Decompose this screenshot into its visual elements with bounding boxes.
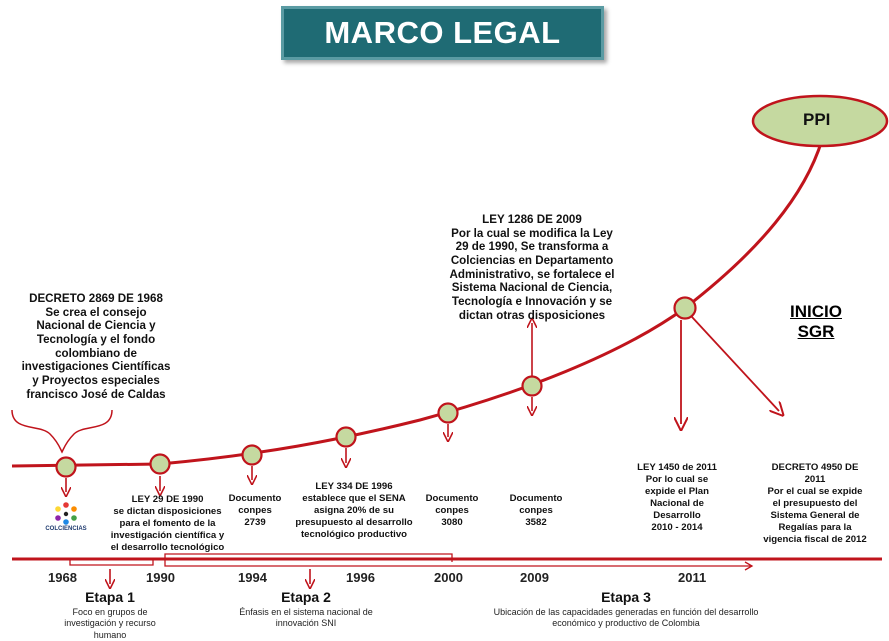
conpes-3582-text: Documento conpes 3582 xyxy=(509,493,563,528)
year-2011: 2011 xyxy=(678,570,707,585)
etapa-3-desc: Ubicación de las capacidades generadas e… xyxy=(493,607,759,629)
etapa-3-label: Etapa 3 xyxy=(601,589,651,605)
node-2011-arrow-diag xyxy=(691,316,779,411)
etapa-2-bracket xyxy=(164,553,453,562)
page-title: MARCO LEGAL xyxy=(324,15,561,50)
node-2009 xyxy=(521,375,543,397)
node-1968 xyxy=(55,456,77,478)
node-1996 xyxy=(335,426,357,448)
etapa-3-bracket xyxy=(164,562,752,567)
colciencias-logo-text: COLCIENCIAS xyxy=(45,526,87,532)
decreto-1968-brace xyxy=(11,409,113,454)
ppi-label: PPI xyxy=(803,110,831,129)
decreto-4950-2011-text: DECRETO 4950 DE 2011 Por el cual se expi… xyxy=(763,462,867,545)
node-2011 xyxy=(673,296,697,320)
etapa-1-desc: Foco en grupos de investigación y recurs… xyxy=(64,607,156,640)
node-1990 xyxy=(149,453,171,475)
year-1996: 1996 xyxy=(346,570,375,585)
node-1994 xyxy=(241,444,263,466)
year-1990: 1990 xyxy=(146,570,175,585)
etapa-2-desc: Énfasis en el sistema nacional de innova… xyxy=(239,607,373,629)
conpes-3080-text: Documento conpes 3080 xyxy=(425,493,479,528)
year-1968: 1968 xyxy=(48,570,77,585)
etapa-2-label: Etapa 2 xyxy=(281,589,331,605)
year-2000: 2000 xyxy=(434,570,463,585)
colciencias-logo-icon xyxy=(55,502,77,525)
etapa-1-label: Etapa 1 xyxy=(85,589,135,605)
ley-29-1990-text: LEY 29 DE 1990 se dictan disposiciones p… xyxy=(110,494,225,553)
decreto-1968-text: DECRETO 2869 DE 1968 Se crea el consejo … xyxy=(21,292,171,401)
timeline-curve xyxy=(11,139,824,468)
etapa-1-bracket xyxy=(69,559,154,566)
year-1994: 1994 xyxy=(238,570,267,585)
title-banner: MARCO LEGAL xyxy=(281,6,604,60)
ley-1450-2011-text: LEY 1450 de 2011 Por lo cual se expide e… xyxy=(637,462,717,533)
etapa-3-arrowtip xyxy=(744,561,754,571)
ppi-ellipse xyxy=(751,94,889,148)
ley-334-1996-text: LEY 334 DE 1996 establece que el SENA as… xyxy=(295,481,413,540)
conpes-2739-text: Documento conpes 2739 xyxy=(228,493,282,528)
node-2000 xyxy=(437,402,459,424)
ley-1286-2009-text: LEY 1286 DE 2009 Por la cual se modifica… xyxy=(449,213,615,322)
year-2009: 2009 xyxy=(520,570,549,585)
inicio-sgr-label: INICIO SGR xyxy=(790,302,842,342)
